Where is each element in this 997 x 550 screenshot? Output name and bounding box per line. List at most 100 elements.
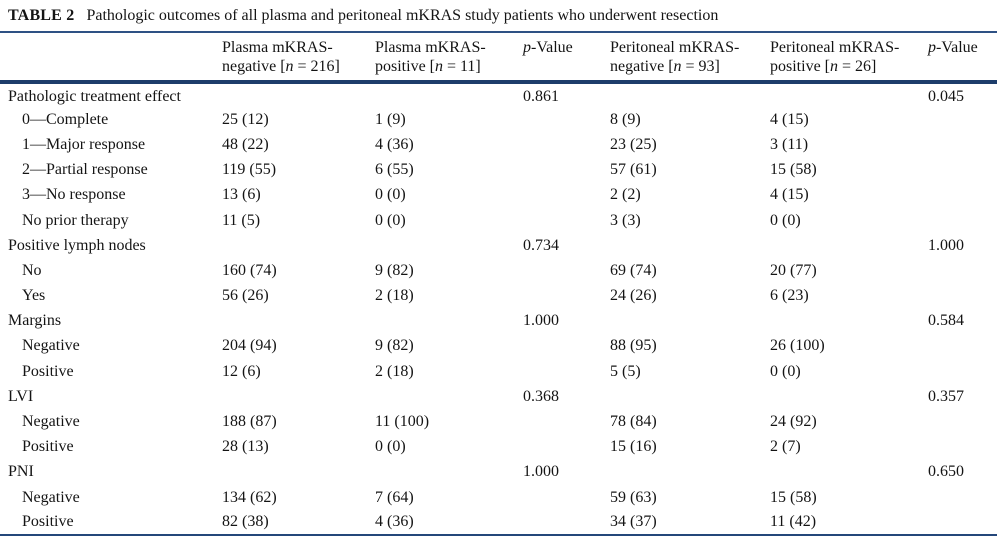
column-header-p-value-plasma: p-Value xyxy=(523,33,610,84)
cell-peritoneal-negative: 88 (95) xyxy=(610,337,657,355)
cell-peritoneal-negative xyxy=(610,384,770,409)
cell-peritoneal-negative: 5 (5) xyxy=(610,362,641,380)
cell-peritoneal-negative: 34 (37) xyxy=(610,510,770,537)
cell-plasma-negative xyxy=(222,233,375,258)
column-header-peritoneal-negative: Peritoneal mKRAS- negative [n = 93] xyxy=(610,33,770,84)
cell-plasma-positive xyxy=(375,233,523,258)
table-caption: Pathologic outcomes of all plasma and pe… xyxy=(86,7,719,24)
cell-peritoneal-negative: 78 (84) xyxy=(610,413,657,431)
table-row: Negative 134 (62) 7 (64) 59 (63) 15 (58) xyxy=(0,485,997,510)
cell-peritoneal-negative xyxy=(610,82,770,107)
row-label: Negative xyxy=(22,413,80,431)
column-header-rowlabels xyxy=(0,33,222,84)
cell-plasma-positive: 9 (82) xyxy=(375,337,414,355)
column-header-plasma-positive: Plasma mKRAS- positive [n = 11] xyxy=(375,33,523,84)
cell-p-value-plasma xyxy=(523,334,610,359)
cell-p-value-plasma xyxy=(523,158,610,183)
cell-peritoneal-positive: 4 (15) xyxy=(770,186,809,204)
row-label: No prior therapy xyxy=(22,211,129,229)
cell-plasma-positive xyxy=(375,384,523,409)
cell-p-value-peritoneal xyxy=(928,409,997,434)
table-row: Margins 1.000 0.584 xyxy=(0,309,997,334)
cell-plasma-negative: 28 (13) xyxy=(222,438,269,456)
cell-peritoneal-positive: 3 (11) xyxy=(770,135,809,153)
cell-p-value-peritoneal: 0.357 xyxy=(928,387,964,405)
row-label: 3—No response xyxy=(22,186,126,204)
cell-peritoneal-positive: 0 (0) xyxy=(770,211,801,229)
cell-peritoneal-negative: 59 (63) xyxy=(610,488,657,506)
cell-peritoneal-negative: 15 (16) xyxy=(610,438,657,456)
cell-p-value-peritoneal xyxy=(928,183,997,208)
cell-plasma-negative xyxy=(222,460,375,485)
cell-plasma-negative: 13 (6) xyxy=(222,186,261,204)
cell-plasma-negative: 134 (62) xyxy=(222,488,277,506)
table-row: Positive 12 (6) 2 (18) 5 (5) 0 (0) xyxy=(0,359,997,384)
cell-p-value-peritoneal xyxy=(928,359,997,384)
cell-p-value-plasma xyxy=(523,409,610,434)
cell-p-value-plasma xyxy=(523,107,610,132)
cell-peritoneal-positive: 24 (92) xyxy=(770,413,817,431)
cell-plasma-positive: 1 (9) xyxy=(375,110,406,128)
column-header-p-value-peritoneal: p-Value xyxy=(928,33,997,84)
cell-p-value-plasma xyxy=(523,435,610,460)
row-label: Margins xyxy=(8,312,62,330)
row-label: 1—Major response xyxy=(22,135,146,153)
cell-plasma-negative: 56 (26) xyxy=(222,287,269,305)
table-row: Negative 188 (87) 11 (100) 78 (84) 24 (92) xyxy=(0,409,997,434)
cell-peritoneal-negative xyxy=(610,460,770,485)
cell-plasma-negative xyxy=(222,384,375,409)
cell-p-value-peritoneal: 0.650 xyxy=(928,463,964,481)
table-row: Positive 28 (13) 0 (0) 15 (16) 2 (7) xyxy=(0,435,997,460)
row-label: Positive xyxy=(22,438,74,456)
cell-p-value-peritoneal xyxy=(928,435,997,460)
table-row: Positive lymph nodes 0.734 1.000 xyxy=(0,233,997,258)
cell-p-value-plasma xyxy=(523,485,610,510)
cell-p-value-peritoneal: 0.045 xyxy=(928,88,964,106)
row-label: No xyxy=(22,261,42,279)
cell-p-value-peritoneal: 0.584 xyxy=(928,312,964,330)
cell-peritoneal-positive xyxy=(770,309,928,334)
cell-p-value-plasma xyxy=(523,258,610,283)
row-label: Negative xyxy=(22,488,80,506)
cell-p-value-plasma: 0.861 xyxy=(523,88,559,106)
cell-peritoneal-negative: 8 (9) xyxy=(610,110,641,128)
column-header-peritoneal-positive: Peritoneal mKRAS- positive [n = 26] xyxy=(770,33,928,84)
cell-p-value-plasma: 1.000 xyxy=(523,463,559,481)
cell-peritoneal-positive: 11 (42) xyxy=(770,510,928,537)
cell-p-value-plasma: 0.734 xyxy=(523,236,559,254)
cell-plasma-positive xyxy=(375,309,523,334)
cell-p-value-plasma xyxy=(523,359,610,384)
cell-plasma-positive: 0 (0) xyxy=(375,211,406,229)
cell-p-value-peritoneal xyxy=(928,284,997,309)
cell-plasma-negative: 188 (87) xyxy=(222,413,277,431)
column-header-plasma-negative: Plasma mKRAS- negative [n = 216] xyxy=(222,33,375,84)
row-label: Positive xyxy=(0,510,222,537)
cell-peritoneal-positive xyxy=(770,233,928,258)
row-label: PNI xyxy=(8,463,34,481)
cell-peritoneal-positive xyxy=(770,82,928,107)
cell-plasma-positive: 9 (82) xyxy=(375,261,414,279)
table-row: 2—Partial response 119 (55) 6 (55) 57 (61) 1… xyxy=(0,158,997,183)
cell-p-value-plasma xyxy=(523,132,610,157)
cell-p-value-plasma xyxy=(523,284,610,309)
cell-peritoneal-negative xyxy=(610,233,770,258)
cell-peritoneal-positive xyxy=(770,460,928,485)
table-row: 3—No response 13 (6) 0 (0) 2 (2) 4 (15) xyxy=(0,183,997,208)
cell-peritoneal-negative: 24 (26) xyxy=(610,287,657,305)
cell-plasma-negative: 204 (94) xyxy=(222,337,277,355)
cell-plasma-positive: 11 (100) xyxy=(375,413,430,431)
cell-peritoneal-positive: 15 (58) xyxy=(770,161,817,179)
cell-peritoneal-positive: 2 (7) xyxy=(770,438,801,456)
table-row: No prior therapy 11 (5) 0 (0) 3 (3) 0 (0) xyxy=(0,208,997,233)
row-label: Positive lymph nodes xyxy=(8,236,146,254)
cell-p-value-peritoneal xyxy=(928,334,997,359)
cell-peritoneal-negative xyxy=(610,309,770,334)
cell-plasma-negative: 12 (6) xyxy=(222,362,261,380)
cell-plasma-positive: 0 (0) xyxy=(375,186,406,204)
cell-peritoneal-negative: 23 (25) xyxy=(610,135,657,153)
cell-plasma-negative: 119 (55) xyxy=(222,161,277,179)
cell-p-value-peritoneal xyxy=(928,158,997,183)
cell-plasma-positive: 4 (36) xyxy=(375,135,414,153)
cell-plasma-positive xyxy=(375,82,523,107)
header-row: Plasma mKRAS- negative [n = 216] Plasma … xyxy=(0,33,997,84)
